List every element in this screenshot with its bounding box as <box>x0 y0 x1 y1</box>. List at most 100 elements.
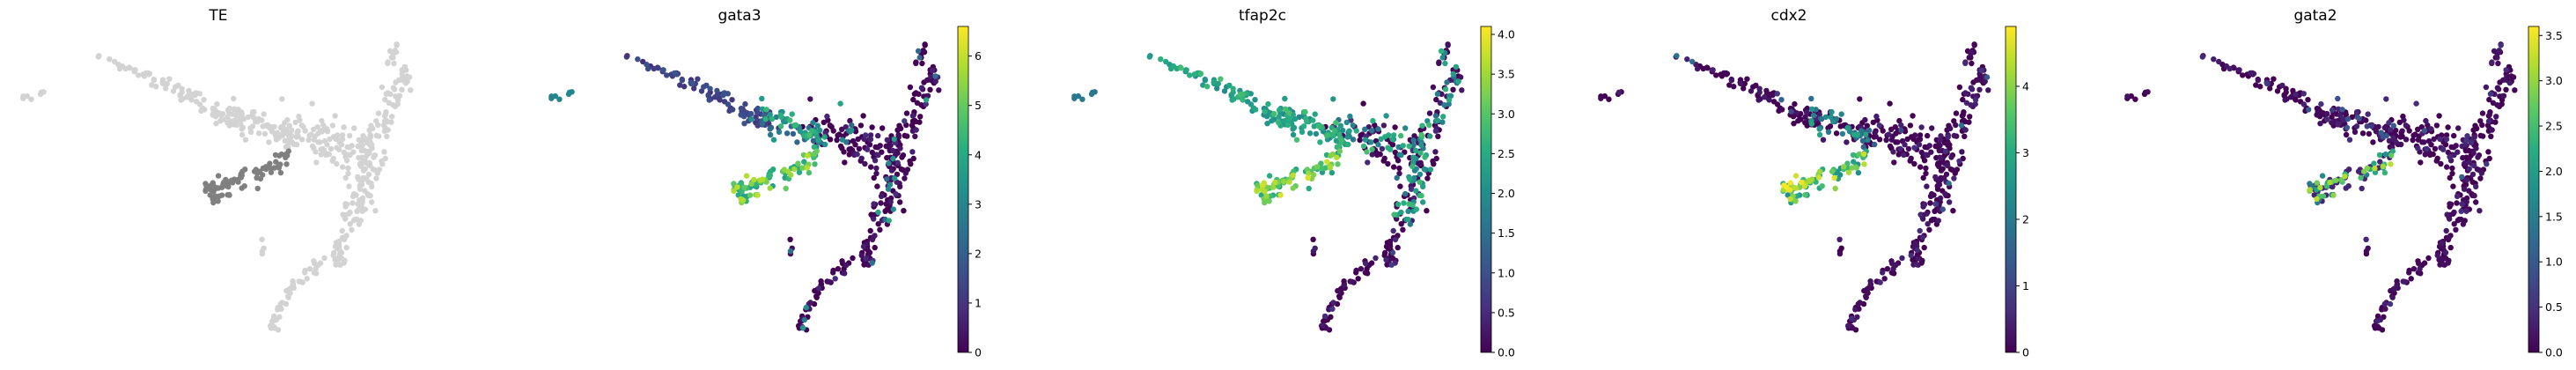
cell-point <box>319 117 325 124</box>
cell-point <box>1770 92 1776 99</box>
cell-point <box>2403 137 2410 143</box>
cell-point <box>283 161 290 167</box>
colorbar-gata2: 0.0 0.5 1.0 1.5 2.0 2.5 3.0 3.5 <box>2528 26 2563 359</box>
cell-point <box>773 114 779 121</box>
cell-point <box>2495 60 2501 67</box>
cell-point <box>1276 114 1282 120</box>
cell-point <box>2390 122 2396 129</box>
cell-point <box>283 144 291 150</box>
cell-point <box>789 111 795 117</box>
cell-point <box>279 96 285 102</box>
cell-point <box>2408 276 2414 282</box>
cell-point <box>389 114 395 120</box>
cell-point <box>1321 313 1328 320</box>
cell-point <box>1803 109 1810 115</box>
cell-point <box>320 122 327 129</box>
cell-point <box>1709 67 1716 73</box>
cell-point <box>1422 154 1428 160</box>
cell-point <box>277 300 283 307</box>
cell-point <box>1344 134 1351 140</box>
cell-point <box>373 118 379 124</box>
cell-point <box>2386 120 2392 126</box>
cell-point <box>902 118 908 124</box>
cell-point <box>2383 132 2389 139</box>
cell-point <box>1876 122 1882 129</box>
cell-point <box>231 95 237 102</box>
cell-point <box>729 97 735 103</box>
cell-point <box>1272 179 1278 186</box>
cell-point <box>1881 276 1888 282</box>
cell-point <box>145 70 151 77</box>
cell-point <box>1851 159 1857 165</box>
cell-point <box>2403 122 2409 129</box>
cell-point <box>1262 108 1268 115</box>
cell-point <box>1312 245 1318 251</box>
cell-point <box>1836 250 1844 257</box>
cell-point <box>902 170 909 176</box>
cell-point <box>894 159 901 166</box>
cell-point <box>2473 183 2479 189</box>
points-gata3 <box>548 41 942 333</box>
cell-point <box>356 137 362 143</box>
cell-point <box>2352 129 2359 135</box>
cell-point <box>1088 91 1095 98</box>
cell-point <box>286 286 292 292</box>
cell-point <box>2406 128 2412 134</box>
cell-point <box>382 112 388 118</box>
cell-point <box>2410 137 2416 144</box>
cell-point <box>1896 117 1903 124</box>
cell-point <box>245 114 251 121</box>
cell-point <box>725 101 732 107</box>
cell-point <box>1335 144 1342 150</box>
cell-point <box>2443 227 2449 234</box>
cell-point <box>2344 124 2351 131</box>
cell-point <box>2449 165 2455 172</box>
cell-point <box>296 278 302 285</box>
cell-point <box>370 125 376 132</box>
cell-point <box>1259 182 1266 189</box>
cell-point <box>2393 139 2400 145</box>
cell-point <box>2335 95 2341 102</box>
cell-point <box>342 174 349 181</box>
cell-point <box>810 137 817 144</box>
cell-point <box>2448 144 2455 151</box>
panel-title-te: TE <box>208 7 227 25</box>
cell-point <box>2317 184 2323 191</box>
cell-point <box>1863 293 1869 300</box>
cell-point <box>895 132 902 139</box>
cell-point <box>1828 114 1834 121</box>
cell-point <box>556 96 563 102</box>
cell-point <box>2447 174 2453 181</box>
cell-point <box>324 142 330 148</box>
cell-point <box>357 161 364 168</box>
cell-point <box>2498 42 2504 48</box>
cell-point <box>318 152 324 158</box>
cell-point <box>2263 80 2271 87</box>
cell-point <box>1389 249 1396 255</box>
cell-point <box>1959 149 1965 155</box>
cell-point <box>276 314 283 320</box>
cell-point <box>2388 161 2394 167</box>
cell-point <box>1942 191 1948 197</box>
cell-point <box>291 285 297 292</box>
cell-point <box>1439 119 1446 125</box>
cell-point <box>1436 59 1442 65</box>
cell-point <box>2437 136 2443 142</box>
cell-point <box>2454 200 2460 206</box>
cell-point <box>347 221 353 227</box>
cell-point <box>2483 84 2490 91</box>
cell-point <box>2410 266 2418 272</box>
cell-point <box>1390 227 1396 234</box>
cell-point <box>741 121 747 127</box>
cell-point <box>278 151 284 158</box>
cell-point <box>767 126 773 132</box>
cell-point <box>812 151 818 158</box>
cell-point <box>843 262 850 269</box>
cell-point <box>2485 149 2491 155</box>
cell-point <box>351 125 357 131</box>
cell-point <box>2329 120 2335 126</box>
cell-point <box>2255 77 2262 84</box>
cell-point <box>254 185 261 192</box>
cell-point <box>1402 125 1409 131</box>
